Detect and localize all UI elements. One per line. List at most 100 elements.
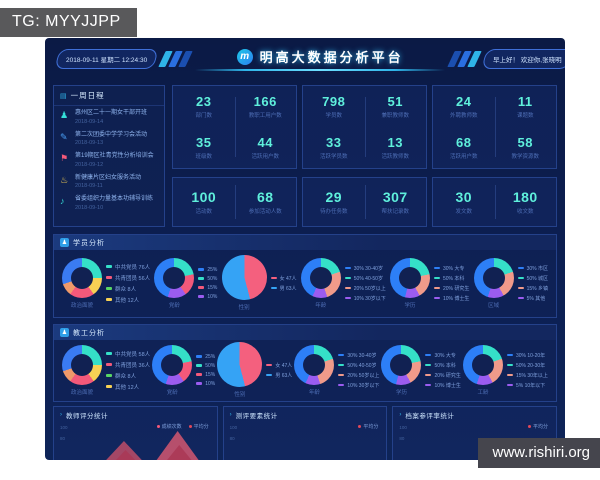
chart-graphic: 学历: [381, 344, 422, 396]
chart-legend: 30% 市区 50% 城区 15% 乡镇 5% 其他: [517, 263, 548, 303]
legend-item: 10% 30岁以下: [344, 295, 386, 302]
schedule-list: ♟ 惠州区二十一期女干部开班 2018-09-14 ✎ 第二次团委中学学习会活动 2018…: [54, 106, 164, 214]
schedule-item-title: 惠州区二十一期女干部开班: [75, 110, 148, 116]
stat-value: 11: [517, 94, 533, 109]
legend-label: 平均分: [533, 424, 549, 430]
legend-swatch: [433, 276, 440, 280]
legend-item: 10% 博士生: [425, 382, 461, 389]
legend-label: 15% 乡镇: [526, 285, 548, 292]
legend-swatch: [425, 373, 432, 377]
student-section-title: 学员分析: [73, 239, 105, 247]
legend-dot: [188, 425, 192, 428]
legend-item: 50% 本科: [425, 362, 460, 369]
schedule-item[interactable]: ♪ 省委组织力量基本功辅导训练 2018-09-10: [54, 192, 164, 214]
legend-item: 女 47人: [270, 275, 297, 282]
schedule-header: ▤ 一周日程: [54, 86, 164, 106]
bottom-chart-header: › 档案参评率统计: [393, 407, 556, 423]
chart-cell: 党龄 25% 50% 15% 10%: [154, 257, 217, 309]
chart-caption: 性别: [238, 305, 250, 311]
stat-value: 23: [196, 94, 212, 109]
stat-value: 51: [387, 94, 403, 109]
schedule-item[interactable]: ♟ 惠州区二十一期女干部开班 2018-09-14: [54, 106, 164, 128]
stat-grid: 24 外聘教师数 11 课题数 68 活跃用户数 58 教学资源数: [433, 86, 556, 168]
schedule-item-body: 新健康片区妇女服务活动 2018-09-11: [75, 175, 141, 190]
stat-label: 活跃学员数: [319, 154, 348, 160]
legend-label: 中共党员 58人: [115, 351, 151, 358]
legend-swatch: [338, 353, 345, 357]
donut-chart: [154, 257, 195, 298]
legend-label: 10%: [205, 380, 216, 387]
stat-cell: 29 待办任务数: [303, 189, 365, 215]
donut-chart: [389, 257, 430, 298]
legend-item: 25%: [196, 354, 215, 360]
legend-label: 30% 大专: [434, 352, 456, 359]
y-axis-tick: 100: [229, 425, 238, 430]
y-axis-tick: 100: [399, 425, 407, 430]
schedule-item[interactable]: ✎ 第二次团委中学学习会活动 2018-09-13: [54, 128, 164, 150]
legend-item: 50% 20-30年: [506, 362, 548, 369]
legend-item: 20% 50岁以上: [338, 372, 379, 379]
stat-cell: 23 部门数: [173, 94, 235, 119]
chart-cell: 学历 30% 大专 50% 本科 20% 研究生 10% 博士生: [389, 257, 470, 309]
y-axis-ticks: 100 80: [230, 422, 238, 444]
legend-label: 女 47人: [275, 362, 293, 369]
stat-value: 44: [257, 135, 273, 150]
legend-label: 其他 12人: [115, 297, 140, 304]
schedule-item-title: 新健康片区妇女服务活动: [75, 174, 142, 181]
legend-item: 20% 研究生: [425, 372, 461, 379]
chart-legend: 女 47人男 63人: [266, 360, 292, 380]
chart-graphic: 区域: [473, 257, 514, 309]
area-peak: [109, 450, 142, 460]
stat-label: 学员数: [325, 113, 342, 119]
chart-caption: 年龄: [308, 389, 320, 396]
stat-label: 教职工用户数: [248, 113, 282, 119]
chart-cell: 政治面貌 中共党员 76人 共青团员 56人 群众 8人 其他 12人: [62, 257, 150, 309]
schedule-item[interactable]: ♨ 新健康片区妇女服务活动 2018-09-11: [54, 171, 164, 193]
stat-panel: 24 外聘教师数 11 课题数 68 活跃用户数 58 教学资源数: [432, 85, 557, 169]
legend-label: 10% 30岁以下: [353, 295, 386, 302]
schedule-item-body: 第二次团委中学学习会活动 2018-09-13: [75, 132, 147, 147]
legend-item: 15% 乡镇: [517, 285, 548, 292]
donut-hole: [471, 353, 494, 376]
legend-item: 20% 50岁以上: [344, 285, 386, 292]
chart-graphic: 年龄: [294, 344, 335, 396]
legend-item: 群众 8人: [106, 372, 150, 380]
chart-cell: 年龄 30% 30-40岁 50% 40-50岁 20% 50岁以上 10% 30岁以下: [300, 257, 386, 309]
award-icon: ⚑: [60, 153, 69, 163]
legend-swatch: [338, 373, 345, 377]
legend-item: 50%: [196, 363, 215, 369]
stat-label: 发文数: [455, 209, 472, 215]
chart-graphic: 党龄: [154, 257, 195, 309]
stat-cell: 798 学员数: [303, 94, 365, 119]
person-icon: ♟: [60, 238, 69, 247]
schedule-item[interactable]: ⚑ 第19期区社青党性分析培训会 2018-09-12: [54, 149, 164, 171]
legend-label: 10% 博士生: [442, 295, 470, 302]
chart-legend: 30% 大专 50% 本科 20% 研究生 10% 博士生: [433, 263, 470, 303]
stat-panel: 100 活动数 68 参加活动人数: [172, 177, 297, 227]
chart-cell: 党龄 25% 50% 15% 10%: [152, 344, 216, 396]
chart-graphic: 性别: [221, 255, 267, 311]
legend-swatch: [517, 296, 524, 300]
stat-label: 兼职教师数: [381, 113, 409, 119]
student-analysis-section: ♟ 学员分析 政治面貌 中共党员 76人 共青团员 56人 群众 8人 其他 12人 党龄…: [53, 234, 557, 318]
bottom-chart-legend: 平均分: [358, 423, 378, 430]
legend-label: 男 63人: [275, 372, 293, 379]
schedule-item-date: 2018-09-11: [75, 183, 103, 189]
stat-label: 活跃用户数: [449, 154, 478, 160]
panel-divider: [494, 97, 496, 157]
chart-legend: 女 47人男 63人: [270, 273, 297, 293]
schedule-item-date: 2018-09-10: [75, 204, 104, 211]
header-stripes-left: [158, 51, 193, 67]
legend-swatch: [106, 276, 112, 279]
legend-swatch: [517, 266, 524, 270]
chevron-icon: ›: [60, 412, 62, 418]
legend-label: 50% 20-30年: [515, 362, 546, 369]
legend-label: 15% 30年以上: [515, 372, 548, 379]
legend-swatch: [266, 373, 273, 377]
pie-chart: [221, 255, 267, 300]
staff-charts-row: 政治面貌 中共党员 58人 共青团员 36人 群众 8人 其他 12人 党龄 25% 50% 1…: [54, 340, 556, 401]
legend-item: 30% 市区: [517, 265, 548, 272]
schedule-item-title: 第19期区社青党性分析培训会: [75, 153, 154, 159]
legend-dot: [358, 425, 362, 428]
mic-icon: ♪: [60, 196, 65, 206]
